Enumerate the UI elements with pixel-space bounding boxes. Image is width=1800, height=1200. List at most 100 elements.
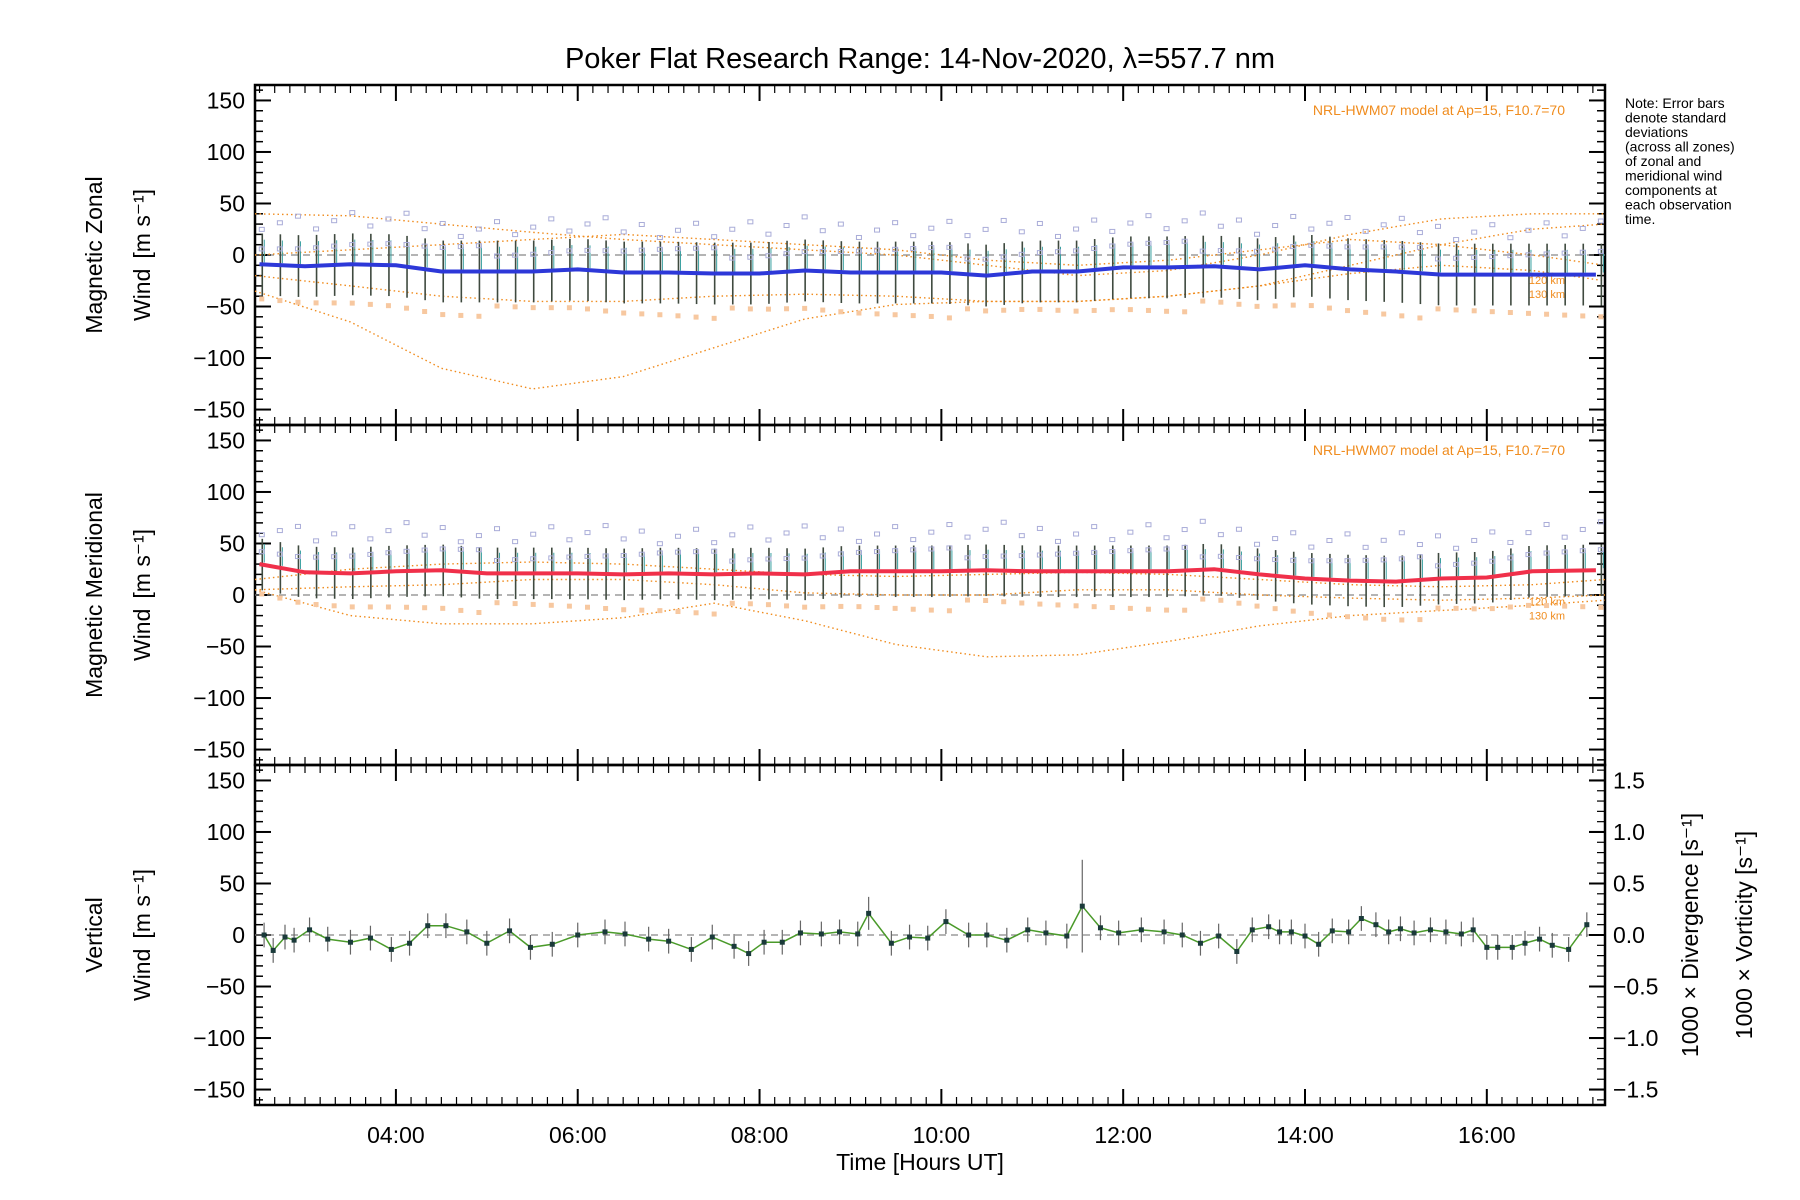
scatter-marker — [349, 553, 356, 559]
data-point — [1495, 944, 1501, 950]
scatter-marker — [1453, 545, 1460, 551]
scatter-marker-low — [530, 305, 536, 311]
scatter-marker — [294, 246, 301, 252]
scatter-marker-low — [838, 603, 844, 609]
scatter-marker — [1163, 546, 1170, 552]
x-tick-label: 14:00 — [1276, 1122, 1334, 1148]
model-curve — [254, 223, 1606, 390]
data-point — [407, 940, 413, 946]
panel-3: 150 100 50 0 −50 −100 −150 04:00 06:00 08:00 10:00… — [81, 763, 1757, 1148]
scatter-marker-low — [259, 296, 265, 302]
scatter-marker-low — [856, 310, 862, 316]
scatter-marker — [530, 251, 537, 257]
scatter-marker-low — [1562, 312, 1568, 318]
scatter-marker-low — [1308, 610, 1314, 616]
scatter-marker — [1380, 557, 1387, 563]
scatter-marker — [1344, 558, 1351, 564]
scatter-marker — [1543, 251, 1550, 257]
y-tick-label: −150 — [193, 737, 245, 763]
scatter-marker-low — [910, 313, 916, 319]
scatter-marker — [548, 250, 555, 256]
scatter-marker — [385, 241, 392, 247]
scatter-marker — [1579, 526, 1586, 532]
data-point — [1458, 931, 1464, 937]
scatter-marker — [494, 219, 501, 225]
scatter-marker — [349, 524, 356, 530]
scatter-marker — [674, 533, 681, 539]
scatter-marker — [928, 225, 935, 231]
scatter-marker-low — [584, 306, 590, 312]
y-tick-label: −100 — [193, 345, 245, 371]
scatter-marker — [1199, 248, 1206, 254]
scatter-marker — [367, 223, 374, 229]
data-point — [966, 932, 972, 938]
scatter-marker — [946, 522, 953, 528]
scatter-marker-low — [711, 315, 717, 321]
scatter-marker — [548, 216, 555, 222]
scatter-marker — [747, 524, 754, 530]
scatter-marker — [602, 248, 609, 254]
chart-title: Poker Flat Research Range: 14-Nov-2020, … — [565, 43, 1275, 75]
scatter-marker-low — [983, 597, 989, 603]
scatter-marker — [1091, 524, 1098, 530]
scatter-marker — [1525, 252, 1532, 258]
data-point — [855, 931, 861, 937]
y-tick-label: 150 — [207, 767, 245, 793]
scatter-marker-low — [422, 605, 428, 611]
scatter-marker — [693, 549, 700, 555]
scatter-marker-low — [1290, 608, 1296, 614]
scatter-marker — [656, 234, 663, 240]
data-point — [1373, 922, 1379, 928]
data-point — [646, 936, 652, 942]
scatter-marker — [910, 547, 917, 553]
data-point — [270, 947, 276, 953]
data-point — [761, 939, 767, 945]
scatter-marker — [1380, 244, 1387, 250]
y-tick-label: −100 — [193, 1025, 245, 1051]
scatter-marker-low — [675, 313, 681, 319]
scatter-marker — [1127, 241, 1134, 247]
note-line: meridional wind — [1625, 168, 1722, 184]
scatter-marker — [801, 249, 808, 255]
scatter-marker — [1127, 529, 1134, 535]
scatter-marker — [1217, 223, 1224, 229]
scatter-marker-low — [512, 601, 518, 607]
data-point — [484, 940, 490, 946]
scatter-marker-low — [494, 600, 500, 606]
scatter-marker-low — [1200, 596, 1206, 602]
scatter-marker — [421, 547, 428, 553]
scatter-marker-low — [1091, 604, 1097, 610]
scatter-marker — [1471, 254, 1478, 260]
y-tick-label: −150 — [193, 1077, 245, 1103]
scatter-marker-low — [1200, 298, 1206, 304]
scatter-marker-low — [548, 305, 554, 311]
scatter-marker — [494, 253, 501, 259]
scatter-marker — [1109, 549, 1116, 555]
scatter-marker-low — [621, 310, 627, 316]
right-tick-label: 0.0 — [1613, 922, 1645, 948]
right-tick-label: −0.5 — [1613, 974, 1658, 1000]
scatter-marker — [1453, 561, 1460, 567]
scatter-marker — [331, 531, 338, 537]
scatter-marker — [475, 533, 482, 539]
scatter-marker — [892, 220, 899, 226]
data-point — [575, 932, 581, 938]
data-point — [1234, 948, 1240, 954]
data-point — [1288, 929, 1294, 935]
scatter-marker — [982, 526, 989, 532]
scatter-marker — [1073, 226, 1080, 232]
scatter-marker — [385, 216, 392, 222]
scatter-marker-low — [313, 300, 319, 306]
scatter-marker — [1181, 238, 1188, 244]
scatter-marker-low — [1308, 303, 1314, 309]
scatter-marker — [1561, 534, 1568, 540]
y-axis-label-line1: Magnetic Meridional — [81, 492, 107, 698]
vorticity-axis-label: 1000 × Vorticity [s⁻¹] — [1731, 831, 1757, 1039]
data-point — [709, 934, 715, 940]
data-point — [425, 923, 431, 929]
scatter-marker — [1579, 249, 1586, 255]
scatter-marker — [584, 221, 591, 227]
scatter-marker — [1525, 227, 1532, 233]
scatter-marker — [1416, 554, 1423, 560]
data-point — [325, 936, 331, 942]
